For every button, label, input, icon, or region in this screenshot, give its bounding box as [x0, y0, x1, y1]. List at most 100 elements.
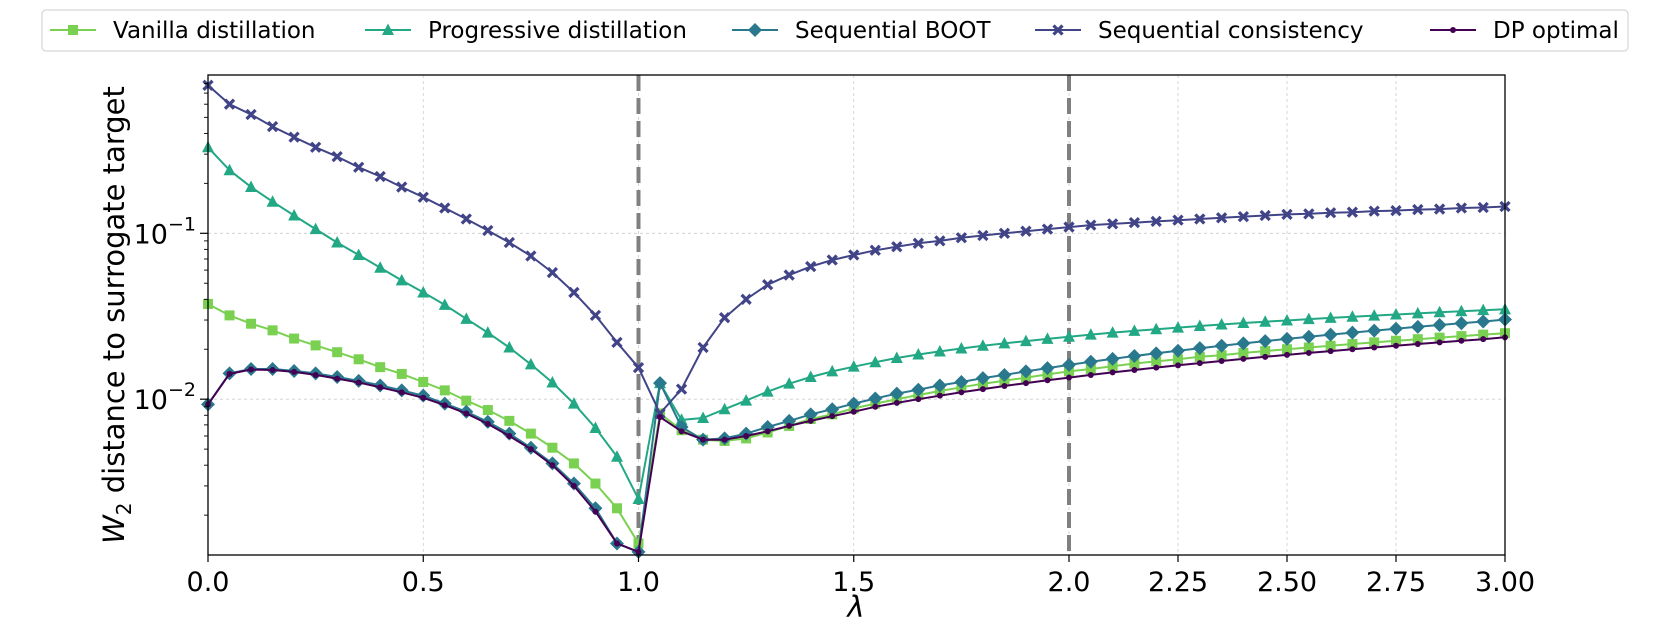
- data-point: [1150, 322, 1163, 335]
- y-axis-label-main: W: [97, 514, 131, 544]
- data-point: [826, 254, 838, 266]
- series-4: [202, 79, 1511, 420]
- data-point: [653, 376, 668, 391]
- data-point: [674, 419, 689, 434]
- data-point: [1109, 369, 1116, 376]
- data-point: [805, 260, 817, 273]
- data-point: [933, 344, 946, 357]
- x-tick-label: 1.0: [617, 567, 660, 598]
- data-point: [1323, 327, 1338, 342]
- data-point: [396, 181, 408, 193]
- data-point: [460, 312, 473, 324]
- legend-marker: [68, 25, 78, 35]
- data-point: [1262, 353, 1269, 360]
- data-point: [331, 236, 344, 248]
- legend-label: Sequential consistency: [1098, 18, 1364, 44]
- data-point: [1303, 208, 1315, 220]
- data-point: [334, 375, 341, 382]
- x-tick-label: 2.50: [1257, 567, 1317, 598]
- data-point: [998, 336, 1011, 349]
- data-point: [1325, 340, 1336, 351]
- data-point: [1153, 364, 1160, 371]
- data-point: [567, 397, 580, 409]
- data-point: [417, 191, 429, 203]
- legend-entry: Sequential BOOT: [732, 18, 991, 44]
- data-point: [592, 508, 599, 515]
- data-point: [1107, 361, 1118, 372]
- data-point: [1282, 344, 1292, 355]
- data-point: [850, 408, 857, 415]
- data-point: [1433, 203, 1446, 215]
- data-point: [786, 422, 793, 429]
- data-point: [718, 402, 731, 415]
- data-point: [1367, 323, 1382, 338]
- data-point: [1172, 214, 1184, 226]
- data-point: [547, 442, 558, 453]
- data-point: [246, 318, 257, 329]
- data-point: [352, 248, 365, 260]
- data-point: [1324, 207, 1337, 219]
- x-tick-label: 2.75: [1366, 567, 1426, 598]
- data-point: [1044, 377, 1051, 384]
- data-point: [826, 364, 839, 377]
- data-point: [1301, 329, 1316, 344]
- data-point: [374, 261, 387, 273]
- data-point: [825, 402, 840, 417]
- data-point: [546, 376, 559, 388]
- data-point: [439, 202, 451, 214]
- data-point: [503, 340, 516, 353]
- data-point: [762, 279, 774, 291]
- data-point: [1433, 305, 1446, 318]
- data-point: [889, 386, 904, 401]
- data-point: [1150, 215, 1162, 228]
- data-point: [912, 237, 924, 249]
- data-point: [1347, 339, 1358, 350]
- data-point: [506, 432, 513, 439]
- data-point: [291, 368, 298, 375]
- data-point: [1302, 312, 1315, 325]
- data-point: [1324, 311, 1337, 323]
- data-point: [1131, 366, 1138, 373]
- data-point: [740, 293, 752, 305]
- data-point: [1128, 216, 1141, 229]
- data-point: [632, 361, 645, 374]
- data-point: [718, 312, 731, 324]
- data-point: [460, 213, 472, 225]
- x-tick-label: 1.5: [832, 567, 875, 598]
- data-point: [783, 269, 795, 281]
- data-point: [353, 354, 364, 365]
- plot-frame: [207, 74, 1506, 556]
- data-point: [934, 235, 946, 247]
- data-point: [891, 241, 903, 253]
- data-point: [915, 396, 922, 403]
- data-point: [1193, 319, 1206, 332]
- data-point: [1345, 325, 1360, 340]
- data-point: [1192, 341, 1207, 356]
- data-point: [807, 417, 814, 424]
- y-tick-label-exponent: −1: [168, 213, 196, 235]
- legend-marker: [1450, 27, 1456, 33]
- legend-entry: DP optimal: [1430, 18, 1619, 44]
- data-point: [958, 389, 965, 396]
- data-point: [675, 383, 688, 395]
- legend-label: DP optimal: [1493, 18, 1619, 44]
- data-point: [395, 273, 408, 286]
- data-point: [697, 411, 710, 424]
- legend-label: Vanilla distillation: [113, 18, 316, 44]
- data-point: [439, 385, 450, 396]
- y-axis-label-rest: distance to surrogate target: [97, 86, 131, 502]
- data-point: [420, 394, 427, 401]
- series-group: [201, 79, 1512, 559]
- data-point: [1237, 316, 1250, 328]
- data-point: [1410, 319, 1425, 334]
- data-point: [848, 249, 860, 261]
- data-point: [568, 286, 580, 299]
- data-point: [721, 436, 728, 443]
- y-tick-label-base: 10: [134, 385, 168, 416]
- data-point: [1458, 337, 1465, 344]
- data-point: [976, 339, 989, 351]
- data-point: [997, 367, 1012, 382]
- data-point: [1020, 225, 1032, 237]
- data-point: [1218, 357, 1225, 364]
